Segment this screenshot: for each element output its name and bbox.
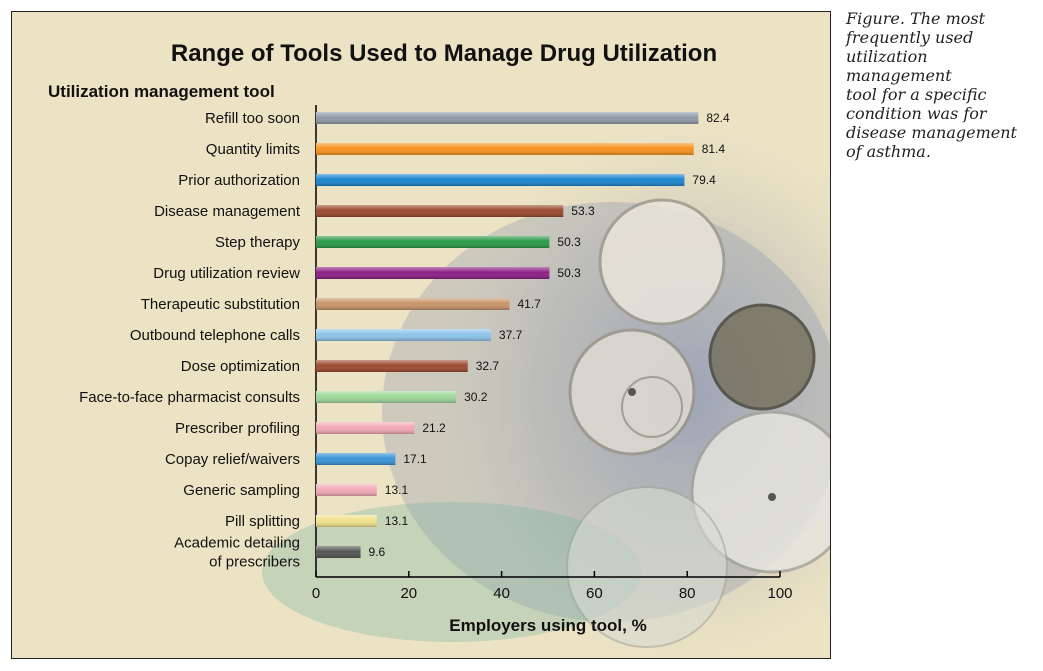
x-tick-label: 80	[679, 585, 696, 602]
category-label: Drug utilization review	[153, 265, 300, 282]
bar-shine	[316, 267, 550, 279]
bar-shine	[316, 484, 377, 496]
bar-value-label: 37.7	[499, 328, 523, 342]
x-tick-label: 60	[586, 585, 603, 602]
bar-shine	[316, 329, 491, 341]
watch-face-decoration	[566, 486, 728, 648]
category-label: Academic detailing of prescribers	[174, 535, 300, 571]
bar-shine	[316, 112, 699, 124]
bar-value-label: 81.4	[702, 142, 726, 156]
bar-chart: Range of Tools Used to Manage Drug Utili…	[48, 40, 830, 658]
category-label: Refill too soon	[205, 110, 300, 127]
category-label: Copay relief/waivers	[165, 451, 300, 468]
bar-shine	[316, 174, 685, 186]
bar-value-label: 79.4	[692, 173, 716, 187]
category-label: Disease management	[154, 203, 301, 220]
bar-shine	[316, 391, 457, 403]
category-label: Step therapy	[215, 234, 301, 251]
bar-value-label: 17.1	[403, 452, 427, 466]
category-label: Quantity limits	[206, 141, 300, 158]
chart-title: Range of Tools Used to Manage Drug Utili…	[171, 40, 717, 67]
bar-shine	[316, 298, 510, 310]
bar-value-label: 13.1	[385, 483, 409, 497]
figure-panel: Range of Tools Used to Manage Drug Utili…	[11, 11, 831, 659]
figure-caption: Figure. The most frequently used utiliza…	[846, 9, 1017, 161]
category-label: Face-to-face pharmacist consults	[79, 389, 300, 406]
bar-value-label: 9.6	[369, 545, 386, 559]
bar-shine	[316, 515, 377, 527]
bar-shine	[316, 546, 361, 558]
bar-shine	[316, 236, 550, 248]
x-tick-label: 20	[400, 585, 417, 602]
x-tick-label: 40	[493, 585, 510, 602]
watch-face-decoration	[690, 410, 830, 574]
category-label: Outbound telephone calls	[130, 327, 300, 344]
bar-value-label: 41.7	[517, 297, 541, 311]
watch-face-decoration	[598, 198, 726, 326]
category-label: Generic sampling	[183, 482, 300, 499]
category-label: Prior authorization	[178, 172, 300, 189]
bar-value-label: 30.2	[464, 390, 488, 404]
bar-value-label: 32.7	[476, 359, 500, 373]
bar-shine	[316, 143, 694, 155]
bar-value-label: 21.2	[422, 421, 446, 435]
x-axis-title: Employers using tool, %	[449, 616, 646, 635]
watch-face-decoration	[708, 303, 816, 411]
x-tick-label: 0	[312, 585, 320, 602]
bar-shine	[316, 360, 468, 372]
bar-value-label: 13.1	[385, 514, 409, 528]
category-label: Therapeutic substitution	[141, 296, 300, 313]
bar-shine	[316, 422, 415, 434]
category-label: Dose optimization	[181, 358, 300, 375]
bar-shine	[316, 205, 564, 217]
y-axis-title: Utilization management tool	[48, 82, 275, 101]
x-tick-label: 100	[767, 585, 792, 602]
background-collage	[262, 72, 830, 658]
bar-value-label: 53.3	[571, 204, 595, 218]
category-label: Prescriber profiling	[175, 420, 300, 437]
category-label: Pill splitting	[225, 513, 300, 530]
bar-shine	[316, 453, 396, 465]
bar-value-label: 82.4	[706, 111, 730, 125]
bar-value-label: 50.3	[557, 235, 581, 249]
bar-value-label: 50.3	[557, 266, 581, 280]
